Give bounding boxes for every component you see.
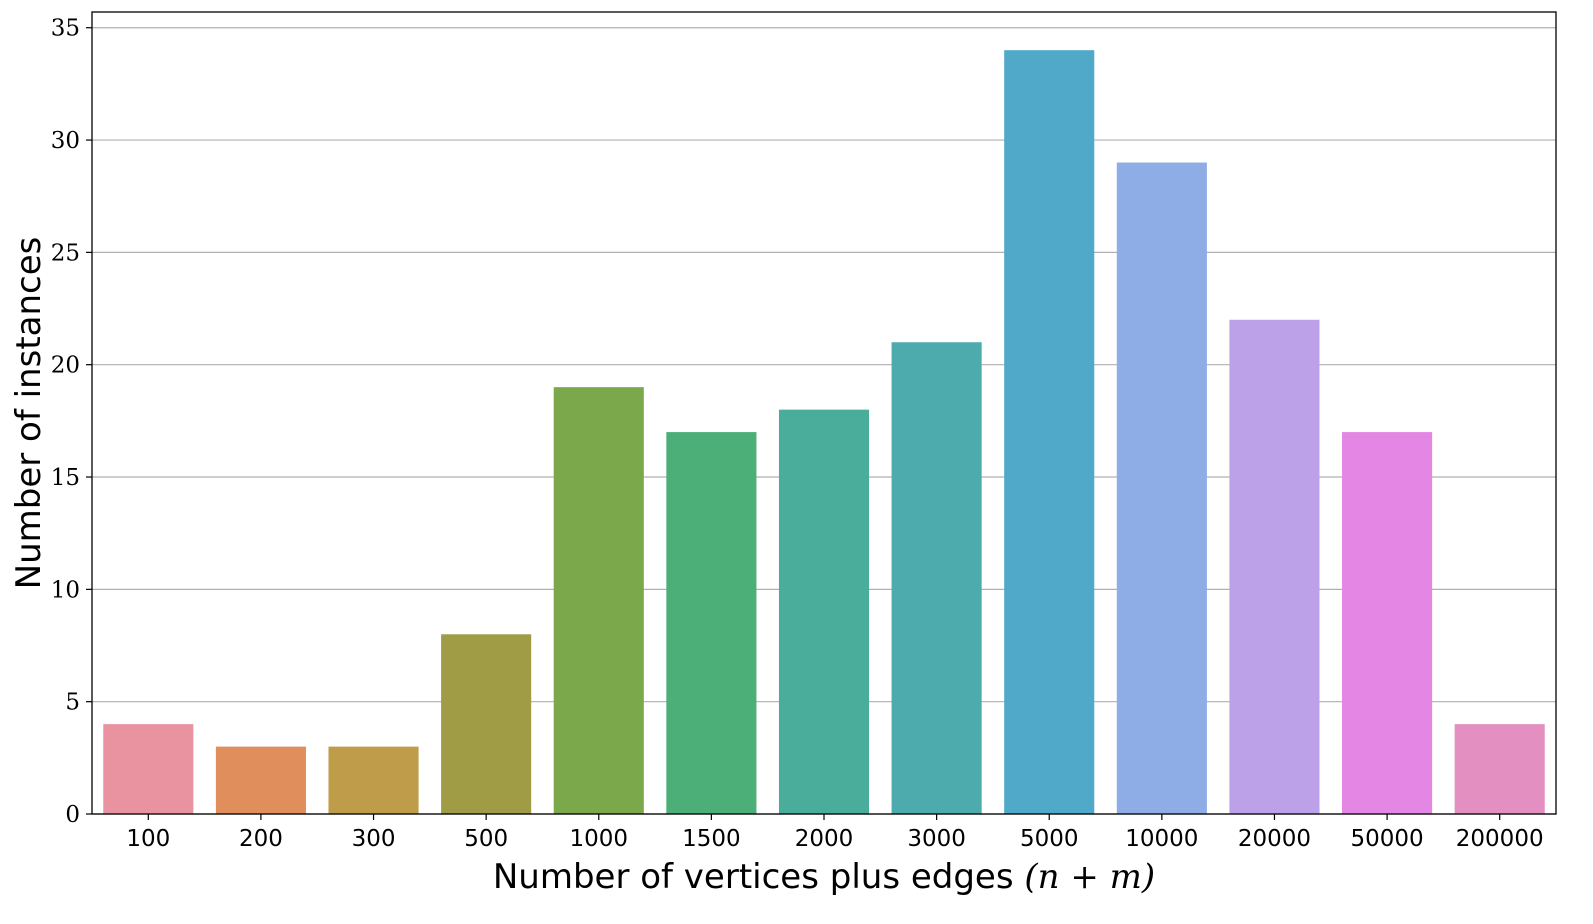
x-tick-label: 200000 [1456,826,1544,852]
x-tick-label: 1500 [682,826,741,852]
x-axis-title-math: (n + m) [1024,857,1155,897]
bar-200 [215,746,306,814]
y-tick-label: 25 [51,240,80,266]
bar-20000 [1229,319,1320,814]
x-tick-label: 300 [352,826,396,852]
bar-300 [328,746,419,814]
x-tick-label: 5000 [1020,826,1079,852]
y-tick-label: 10 [51,577,80,603]
y-tick-label: 0 [65,802,80,828]
x-tick-label: 100 [126,826,170,852]
x-tick-label: 1000 [569,826,628,852]
y-tick-label: 30 [51,128,80,154]
y-tick-label: 20 [51,353,80,379]
bars [103,50,1545,815]
y-axis-title: Number of instances [9,237,49,590]
bar-1000 [553,387,644,814]
x-tick-label: 10000 [1125,826,1198,852]
x-axis-title-text: Number of vertices plus edges [493,857,1014,897]
x-tick-label: 50000 [1350,826,1423,852]
x-axis-ticks: 100 200 300 500 1000 1500 2000 3000 5000 10000 200… [126,814,1544,852]
y-tick-label: 15 [51,465,80,491]
bar-100 [103,724,194,814]
x-tick-label: 200 [239,826,283,852]
bar-5000 [1004,50,1095,814]
bar-50000 [1342,432,1433,814]
bar-1500 [666,432,757,814]
x-tick-label: 500 [464,826,508,852]
x-tick-label: 2000 [795,826,854,852]
bar-3000 [891,342,982,814]
bar-200000 [1454,724,1545,814]
bar-10000 [1116,162,1207,815]
x-axis-title: Number of vertices plus edges (n + m) [493,857,1155,897]
bar-500 [441,634,532,814]
y-tick-label: 5 [65,690,80,716]
bar-2000 [778,409,870,814]
x-tick-label: 20000 [1238,826,1311,852]
y-tick-label: 35 [51,16,80,42]
y-axis-ticks: 0 5 10 15 20 25 30 35 [51,16,92,828]
x-tick-label: 3000 [907,826,966,852]
